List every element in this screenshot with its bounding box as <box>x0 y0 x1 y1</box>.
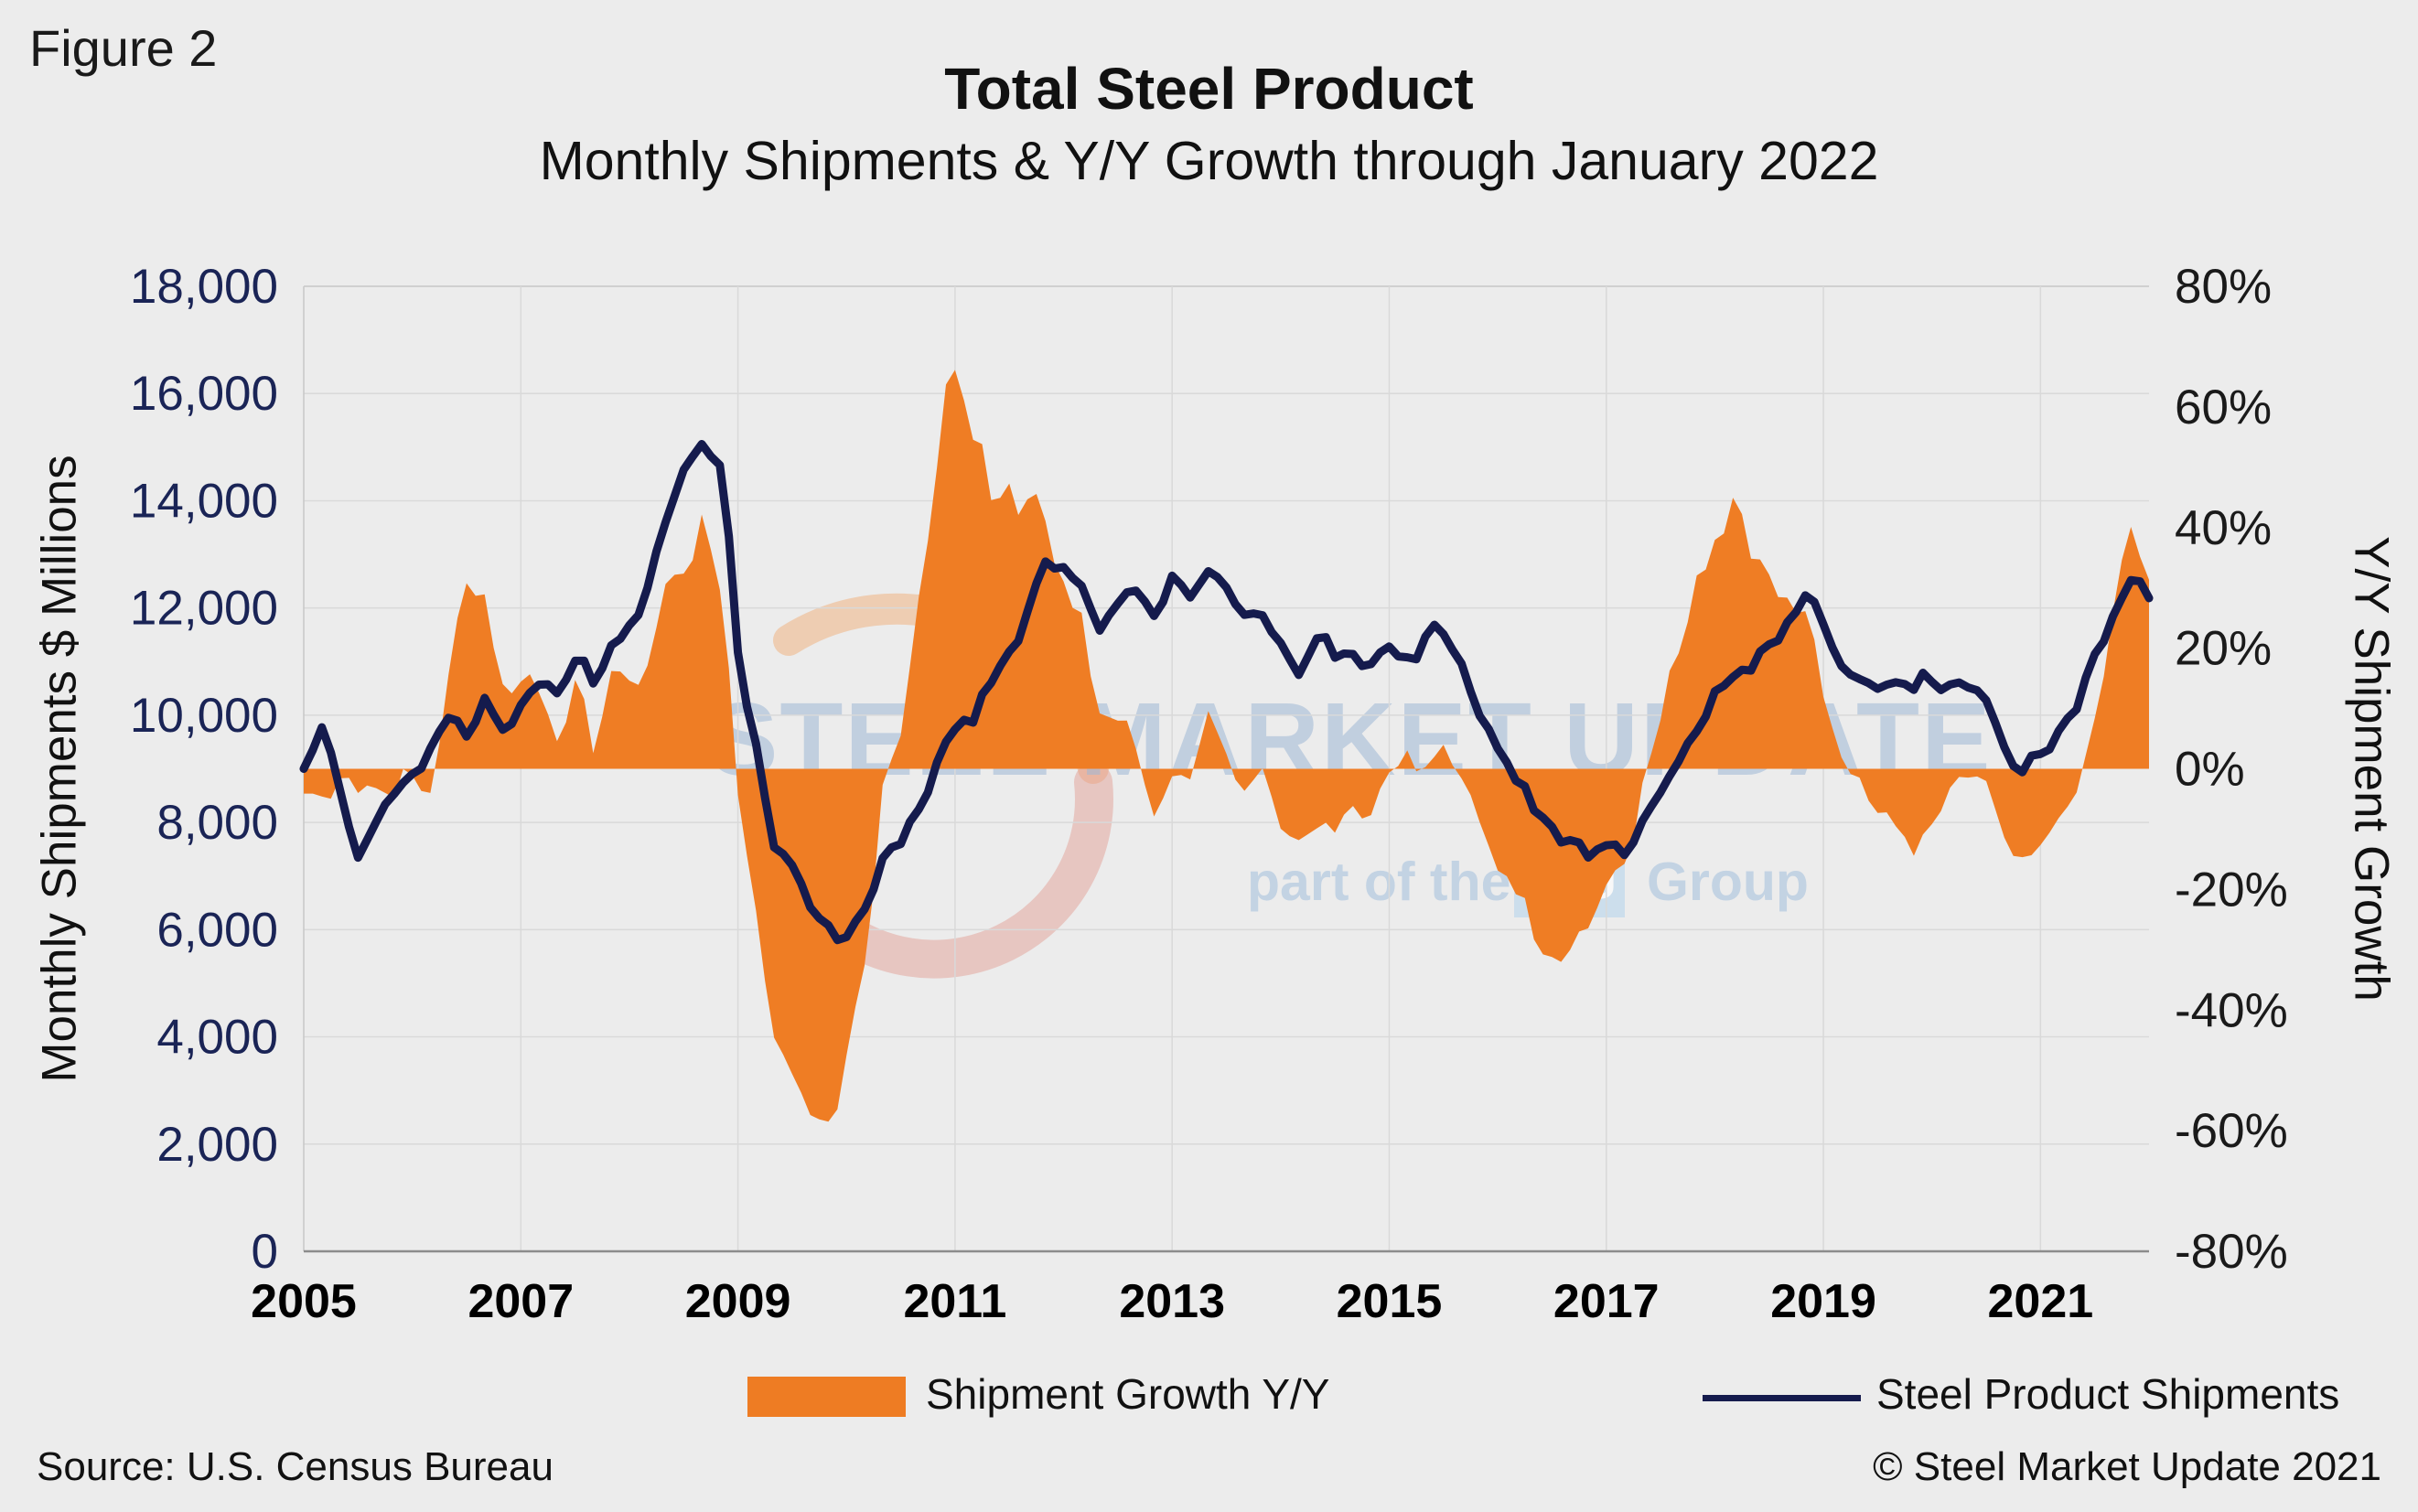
svg-text:10,000: 10,000 <box>130 689 278 743</box>
svg-text:14,000: 14,000 <box>130 474 278 528</box>
svg-text:60%: 60% <box>2175 381 2272 434</box>
svg-text:80%: 80% <box>2175 260 2272 314</box>
svg-text:40%: 40% <box>2175 501 2272 555</box>
svg-text:4,000: 4,000 <box>156 1011 278 1065</box>
svg-text:2019: 2019 <box>1770 1275 1876 1328</box>
svg-text:2015: 2015 <box>1337 1275 1443 1328</box>
svg-text:16,000: 16,000 <box>130 367 278 421</box>
svg-text:2013: 2013 <box>1119 1275 1225 1328</box>
svg-text:2017: 2017 <box>1553 1275 1660 1328</box>
svg-text:-60%: -60% <box>2175 1104 2288 1158</box>
svg-text:20%: 20% <box>2175 622 2272 676</box>
svg-text:2011: 2011 <box>903 1275 1006 1328</box>
svg-text:2005: 2005 <box>251 1275 357 1328</box>
svg-text:-80%: -80% <box>2175 1225 2288 1279</box>
svg-text:-40%: -40% <box>2175 983 2288 1037</box>
svg-text:2,000: 2,000 <box>156 1118 278 1172</box>
svg-text:0: 0 <box>252 1225 278 1279</box>
svg-text:12,000: 12,000 <box>130 582 278 636</box>
svg-text:2021: 2021 <box>1988 1275 2094 1328</box>
svg-text:6,000: 6,000 <box>156 903 278 957</box>
svg-text:2009: 2009 <box>685 1275 791 1328</box>
svg-text:-20%: -20% <box>2175 863 2288 917</box>
svg-text:2007: 2007 <box>467 1275 574 1328</box>
svg-text:8,000: 8,000 <box>156 796 278 850</box>
svg-text:18,000: 18,000 <box>130 260 278 314</box>
svg-text:0%: 0% <box>2175 743 2245 797</box>
